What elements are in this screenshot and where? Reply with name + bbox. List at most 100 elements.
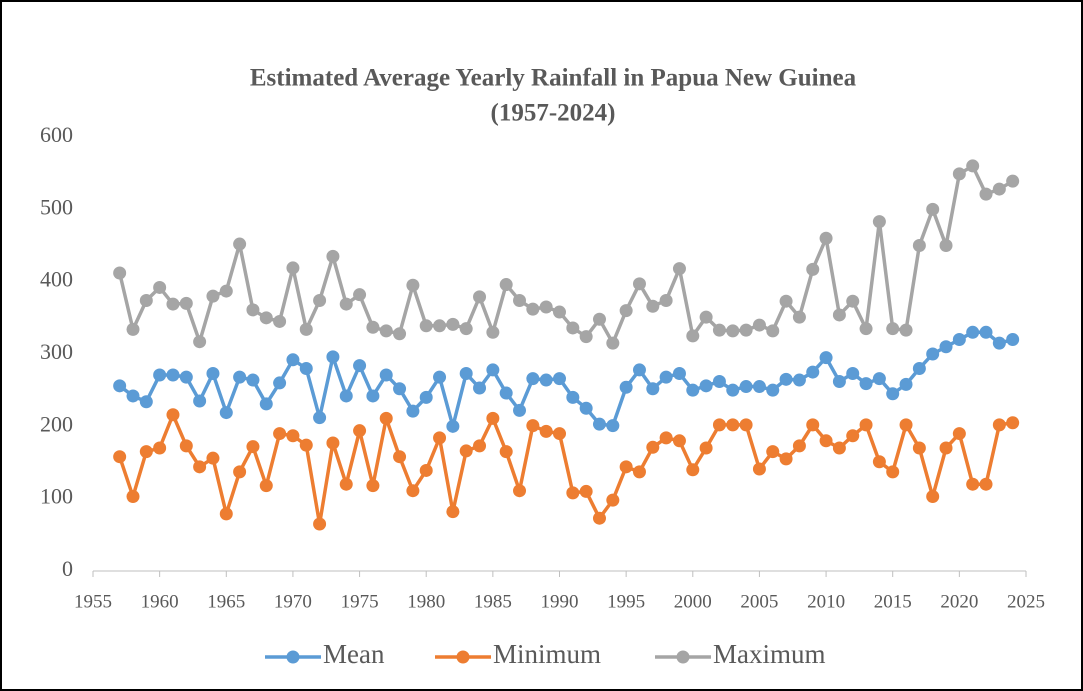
data-point: [153, 280, 167, 294]
data-point: [832, 308, 846, 322]
data-point: [299, 322, 313, 336]
data-point: [592, 312, 606, 326]
data-point: [886, 465, 900, 479]
x-tick-label: 2020: [940, 591, 978, 612]
data-point: [792, 310, 806, 324]
data-point: [1006, 416, 1020, 430]
data-point: [886, 322, 900, 336]
data-point: [726, 418, 740, 432]
chart-title: Estimated Average Yearly Rainfall in Pap…: [250, 65, 857, 92]
data-point: [699, 441, 713, 455]
data-point: [313, 517, 327, 531]
data-point: [299, 438, 313, 452]
data-point: [939, 239, 953, 252]
data-point: [646, 440, 660, 454]
legend-label: Minimum: [493, 639, 601, 669]
data-point: [619, 380, 633, 394]
data-point: [806, 418, 820, 432]
data-point: [153, 368, 167, 382]
data-point: [752, 462, 766, 476]
data-point: [779, 372, 793, 386]
data-point: [353, 424, 367, 438]
data-point: [592, 511, 606, 525]
data-point: [539, 300, 553, 314]
data-point: [353, 288, 367, 302]
data-point: [246, 303, 260, 317]
data-point: [473, 290, 487, 304]
y-tick-label: 0: [62, 556, 73, 581]
data-point: [459, 444, 473, 458]
data-point: [779, 452, 793, 466]
data-point: [286, 353, 300, 367]
data-point: [886, 387, 900, 401]
data-point: [606, 493, 620, 507]
data-point: [193, 394, 207, 408]
data-point: [406, 404, 420, 418]
data-point: [326, 350, 340, 364]
data-point: [966, 477, 980, 491]
legend-marker: [676, 650, 690, 664]
data-point: [792, 373, 806, 387]
data-point: [206, 367, 220, 381]
data-point: [259, 397, 273, 411]
data-point: [579, 401, 593, 415]
data-point: [539, 373, 553, 387]
data-point: [393, 382, 407, 396]
data-point: [113, 266, 127, 280]
data-point: [899, 323, 913, 337]
data-point: [513, 293, 527, 307]
data-point: [526, 419, 540, 433]
data-point: [966, 159, 980, 173]
data-point: [766, 383, 780, 397]
data-point: [273, 314, 287, 328]
data-point: [353, 359, 367, 373]
data-point: [126, 322, 140, 336]
data-point: [339, 389, 353, 403]
data-point: [193, 335, 207, 349]
data-point: [379, 368, 393, 382]
data-point: [219, 406, 233, 420]
data-point: [393, 450, 407, 464]
data-point: [606, 336, 620, 350]
data-point: [113, 450, 127, 464]
data-point: [579, 330, 593, 344]
data-point: [566, 321, 580, 335]
data-point: [273, 427, 287, 441]
data-point: [126, 489, 140, 503]
data-point: [366, 389, 380, 403]
data-point: [206, 451, 220, 465]
data-point: [766, 445, 780, 459]
data-point: [899, 418, 913, 432]
x-tick-label: 1975: [341, 591, 379, 612]
data-point: [926, 202, 940, 216]
x-tick-label: 2010: [807, 591, 845, 612]
data-point: [939, 340, 953, 354]
data-point: [752, 318, 766, 332]
data-point: [419, 319, 433, 333]
data-point: [819, 351, 833, 365]
data-point: [979, 325, 993, 339]
data-point: [179, 370, 193, 384]
data-point: [712, 418, 726, 432]
y-tick-label: 200: [40, 411, 73, 436]
data-point: [672, 434, 686, 448]
chart-title: (1957-2024): [491, 100, 616, 127]
data-point: [499, 386, 513, 400]
data-point: [459, 322, 473, 336]
data-point: [446, 419, 460, 433]
y-tick-label: 100: [40, 484, 73, 509]
data-point: [233, 465, 247, 479]
data-point: [846, 367, 860, 381]
x-tick-label: 1960: [141, 591, 179, 612]
data-point: [979, 477, 993, 491]
data-point: [992, 182, 1006, 196]
x-tick-label: 1980: [407, 591, 445, 612]
data-point: [233, 370, 247, 384]
data-point: [712, 374, 726, 388]
data-point: [686, 329, 700, 343]
y-tick-label: 300: [40, 339, 73, 364]
data-point: [379, 324, 393, 338]
data-point: [219, 507, 233, 521]
data-point: [446, 317, 460, 331]
data-point: [513, 484, 527, 498]
